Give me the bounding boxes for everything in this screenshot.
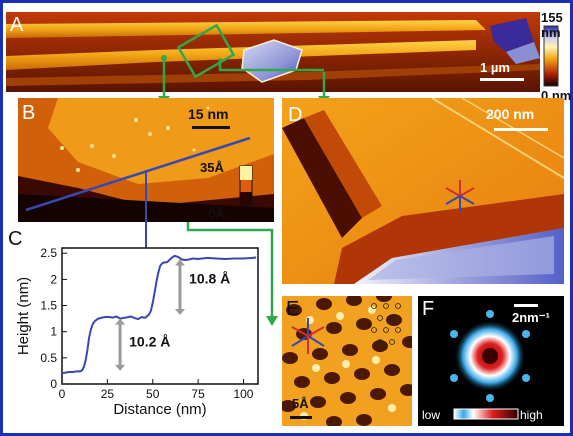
annotation-step-2: 10.8 Å <box>189 271 230 287</box>
chart-plot-area <box>61 247 259 385</box>
panel-e-label: E <box>286 298 300 320</box>
x-tick-label: 50 <box>146 387 160 401</box>
x-tick-label: 75 <box>191 387 205 401</box>
panel-a-scalebar-line <box>480 78 524 81</box>
panel-b-scalebar-label: 15 nm <box>188 106 229 122</box>
panel-f: F 2nm⁻¹ low high <box>418 296 564 426</box>
panel-f-cbar-low: low <box>422 408 441 422</box>
x-tick-label: 0 <box>59 387 66 401</box>
panel-f-scalebar-label: 2nm⁻¹ <box>512 310 550 325</box>
panel-c: 0 25 50 75 100 0 0.5 1 1.5 2 2.5 Distance (nm) Heigh… <box>6 226 268 426</box>
x-axis-label: Distance (nm) <box>113 401 206 418</box>
panel-b-colorbar-min: 0Å <box>208 206 225 221</box>
panel-c-label: C <box>8 228 23 250</box>
panel-d-label: D <box>288 104 303 126</box>
step-arrow-1-head-low <box>115 364 126 371</box>
height-profile-line <box>61 254 257 375</box>
panel-e-scalebar-label: 5Å <box>292 396 309 411</box>
panel-d: D 200 nm <box>282 98 564 284</box>
step-arrow-2-head-low <box>174 308 185 315</box>
x-tick-label: 25 <box>101 387 115 401</box>
y-tick-label: 2 <box>50 272 57 286</box>
y-tick-label: 1 <box>50 325 57 339</box>
panel-b-colorbar-max: 35Å <box>200 160 224 175</box>
panel-c-chart: 0 25 50 75 100 0 0.5 1 1.5 2 2.5 Distance (nm) Heigh… <box>15 246 259 418</box>
panel-d-image <box>282 98 564 284</box>
y-tick-label: 0.5 <box>40 351 57 365</box>
panel-f-label: F <box>422 298 435 320</box>
panel-a-label: A <box>10 14 24 36</box>
step-arrow-2-head-high <box>174 259 185 266</box>
panel-a: A 1 µm <box>6 12 540 92</box>
y-axis-label: Height (nm) <box>15 277 32 355</box>
panel-a-image <box>6 12 540 92</box>
panel-e: E 5Å <box>282 296 412 426</box>
panel-a-colorbar-max: 155 nm <box>541 10 563 40</box>
y-tick-label: 1.5 <box>40 299 57 313</box>
panel-a-scalebar-label: 1 µm <box>480 60 510 75</box>
panel-f-image <box>450 304 538 420</box>
panel-b: B 15 nm 35Å 0Å <box>18 98 274 222</box>
panel-e-image <box>282 296 412 426</box>
x-tick-label: 100 <box>233 387 253 401</box>
panel-b-label: B <box>22 102 36 124</box>
panel-b-image <box>18 98 274 222</box>
panel-a-colorbar <box>543 25 559 87</box>
panel-d-scalebar-label: 200 nm <box>486 106 535 122</box>
panel-f-cbar-high: high <box>520 408 543 422</box>
step-arrow-1-head-high <box>115 318 126 325</box>
y-tick-label: 2.5 <box>40 246 57 260</box>
annotation-step-1: 10.2 Å <box>129 333 170 349</box>
y-tick-label: 0 <box>50 377 57 391</box>
